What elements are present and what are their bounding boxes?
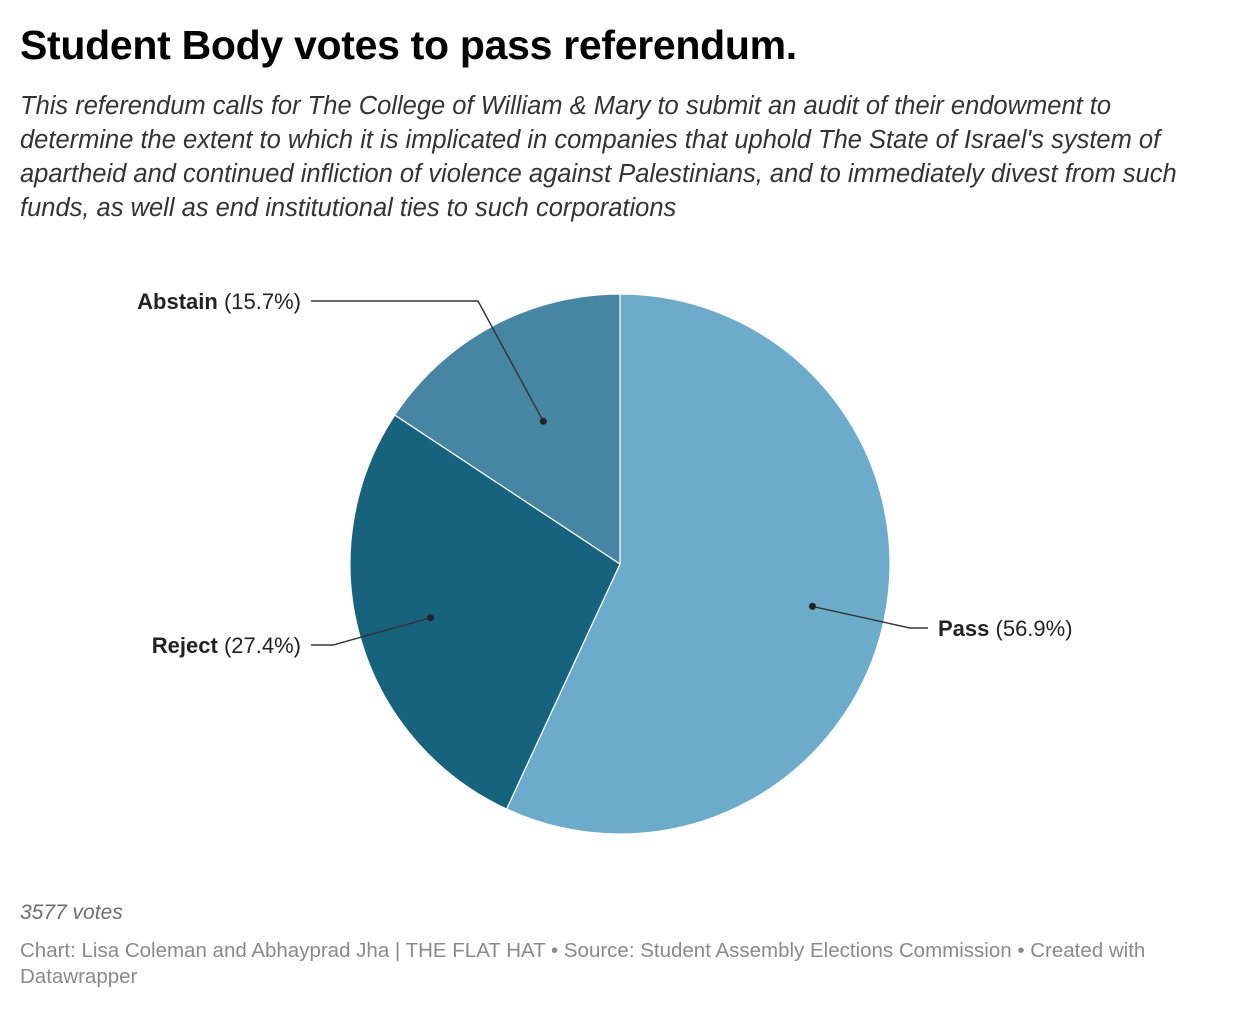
chart-footer: Chart: Lisa Coleman and Abhayprad Jha | …: [20, 939, 1146, 988]
slice-label-name: Pass: [938, 616, 989, 641]
slice-label-name: Reject: [152, 633, 219, 658]
leader-line-reject: [311, 617, 431, 646]
slice-label-value: (56.9%): [989, 616, 1072, 641]
leader-dot-reject: [426, 614, 434, 622]
chart-title: Student Body votes to pass referendum.: [20, 22, 797, 68]
pie-chart: Pass (56.9%) Reject (27.4%) Abstain (15.7%…: [137, 289, 1073, 835]
slice-label-pass: Pass (56.9%): [938, 616, 1073, 641]
vote-count-note: 3577 votes: [20, 901, 123, 924]
slice-label-value: (15.7%): [218, 289, 301, 314]
leader-dot-abstain: [539, 417, 547, 425]
leader-line-pass: [812, 605, 928, 629]
slice-label-reject: Reject (27.4%): [152, 633, 301, 658]
leader-line-abstain: [311, 300, 544, 422]
pie-labels: Pass (56.9%) Reject (27.4%) Abstain (15.7%…: [137, 289, 1072, 658]
leader-dot-pass: [808, 602, 816, 610]
pie-slices: [349, 293, 891, 835]
slice-label-abstain: Abstain (15.7%): [137, 289, 301, 314]
slice-label-value: (27.4%): [218, 633, 301, 658]
chart-subtitle: This referendum calls for The College of…: [20, 92, 1177, 222]
pie-leader-lines: [311, 300, 928, 646]
slice-label-name: Abstain: [137, 289, 218, 314]
